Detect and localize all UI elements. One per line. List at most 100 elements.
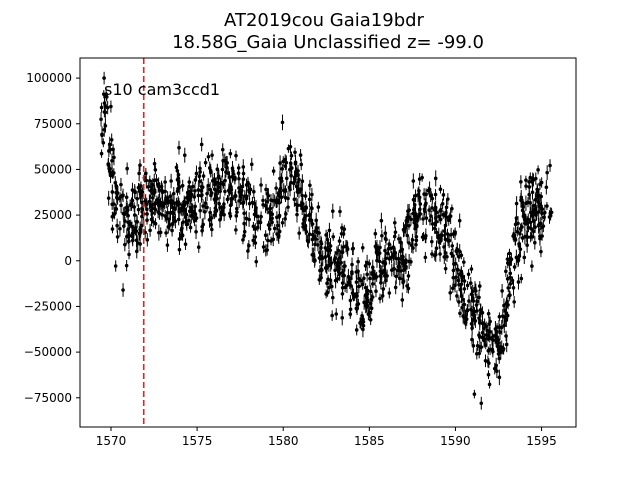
x-tick-label: 1575 [182, 434, 213, 448]
data-point [177, 210, 182, 214]
data-point [542, 215, 546, 220]
data-point [251, 238, 256, 243]
data-point [442, 229, 447, 233]
data-point [331, 234, 336, 239]
data-point [354, 328, 359, 332]
data-point [469, 307, 473, 312]
data-point [380, 294, 385, 298]
data-point [433, 252, 438, 257]
data-point [124, 263, 129, 268]
data-point [234, 206, 239, 211]
data-point [312, 258, 317, 262]
data-point [478, 307, 483, 312]
data-point [369, 297, 374, 301]
data-point [261, 198, 265, 203]
data-point [297, 231, 301, 235]
data-point [531, 229, 536, 234]
data-point [134, 238, 139, 243]
data-point [109, 104, 113, 109]
data-point [523, 234, 527, 239]
data-point [427, 187, 432, 192]
data-point [462, 260, 466, 264]
data-point [327, 285, 331, 290]
data-point [358, 321, 362, 325]
data-point [491, 349, 495, 354]
data-point [179, 228, 184, 232]
x-axis: 1570 1575 1580 1585 1590 1595 [96, 427, 557, 448]
data-point [284, 176, 289, 181]
data-point [379, 271, 384, 275]
data-point [119, 182, 123, 187]
data-point [193, 189, 197, 193]
data-point [520, 200, 525, 205]
data-point [497, 314, 502, 319]
data-point [251, 224, 256, 229]
data-point [328, 244, 333, 248]
data-point [123, 242, 127, 247]
data-point [246, 249, 250, 253]
data-point [379, 280, 383, 285]
data-point [222, 212, 226, 217]
data-point [110, 190, 115, 194]
data-point [110, 214, 115, 219]
data-point [430, 239, 434, 244]
data-point [122, 224, 126, 228]
data-point [234, 214, 239, 218]
data-point [132, 213, 137, 217]
data-point [310, 237, 315, 242]
data-point [333, 268, 337, 273]
data-point [293, 174, 298, 178]
data-point [406, 274, 411, 278]
data-point [363, 293, 368, 297]
data-point [220, 147, 225, 152]
data-point [295, 212, 299, 217]
data-point [176, 217, 181, 222]
data-point [422, 192, 426, 196]
data-point [504, 334, 508, 338]
data-point [437, 214, 441, 219]
data-point [511, 285, 516, 290]
data-point [436, 235, 440, 240]
data-point [471, 318, 475, 322]
data-point [133, 226, 138, 230]
data-point [152, 188, 157, 192]
data-point [302, 218, 306, 222]
data-point [409, 217, 413, 222]
data-point [270, 220, 274, 224]
data-point [416, 216, 420, 221]
data-point [389, 255, 394, 260]
data-point [545, 204, 549, 208]
data-point [340, 281, 345, 285]
data-point [207, 218, 212, 222]
data-point [350, 262, 354, 267]
chart-title-line-2: 18.58G_Gaia Unclassified z= -99.0 [172, 32, 484, 53]
data-point [519, 225, 524, 230]
data-point [259, 214, 263, 219]
data-point [508, 275, 513, 280]
data-point [356, 259, 360, 264]
data-point [168, 194, 173, 199]
data-point [303, 227, 308, 232]
data-point [386, 251, 390, 256]
data-point [444, 215, 449, 220]
data-point [197, 179, 202, 184]
data-point [368, 317, 373, 322]
data-point [486, 348, 491, 353]
data-point [247, 201, 252, 206]
data-point [392, 234, 397, 239]
data-point [404, 223, 408, 228]
data-point [477, 295, 481, 300]
data-point [519, 195, 524, 200]
data-point [462, 287, 467, 291]
data-point [393, 221, 397, 225]
data-point [165, 243, 170, 247]
data-point [252, 212, 257, 217]
data-point [433, 221, 438, 226]
data-point [346, 274, 351, 279]
data-point [268, 206, 273, 211]
data-point [253, 241, 258, 245]
data-point [333, 278, 338, 283]
data-point [482, 338, 486, 343]
data-point [387, 291, 392, 295]
data-point [266, 238, 270, 243]
